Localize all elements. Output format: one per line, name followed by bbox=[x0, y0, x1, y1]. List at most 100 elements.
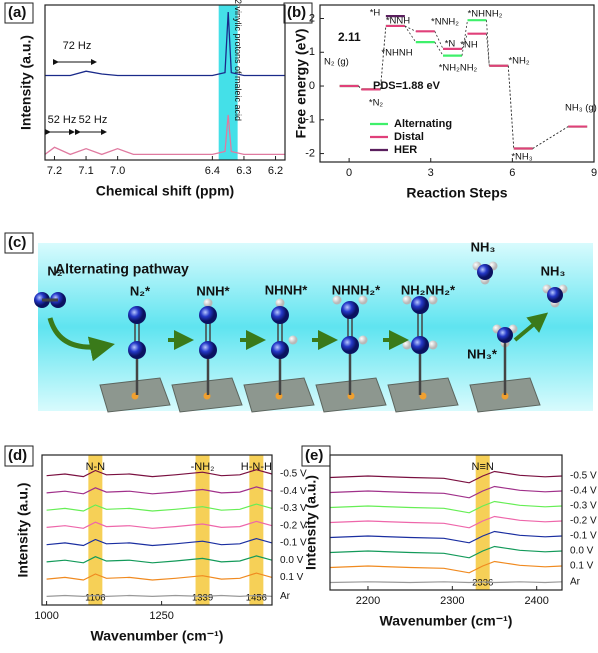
species-label: NHNH₂* bbox=[332, 282, 381, 297]
spectrum-line bbox=[329, 560, 563, 574]
hydrogen-atom bbox=[332, 295, 342, 305]
spectrum-line bbox=[46, 555, 273, 564]
x-tick-label: 9 bbox=[591, 167, 597, 179]
nitrogen-atom bbox=[271, 306, 289, 324]
level-label: *NH₂ bbox=[508, 56, 529, 67]
plot-frame bbox=[329, 454, 563, 591]
panel-label: (c) bbox=[8, 234, 26, 251]
panel-label-box bbox=[4, 445, 34, 467]
x-axis-label: Reaction Steps bbox=[406, 185, 507, 201]
connector bbox=[532, 126, 569, 149]
split-label: 52 Hz bbox=[79, 114, 108, 126]
highlight-band bbox=[88, 455, 103, 605]
spectrum-line bbox=[46, 469, 273, 478]
series-label: -0.3 V bbox=[570, 501, 597, 512]
hydrogen-atom bbox=[275, 298, 285, 308]
spectrum-line bbox=[329, 485, 563, 499]
series-label: -0.4 V bbox=[570, 486, 597, 497]
hydrogen-atom bbox=[358, 335, 368, 345]
band-label: -NH₂ bbox=[191, 461, 215, 473]
highlight-band bbox=[218, 5, 238, 160]
spectrum-line bbox=[329, 545, 563, 559]
hydrogen-atom bbox=[358, 295, 368, 305]
y-axis-label: Intensity (a.u.) bbox=[18, 35, 34, 130]
panel-label: (e) bbox=[305, 447, 323, 464]
active-site bbox=[501, 392, 509, 400]
nitrogen-atom bbox=[199, 341, 217, 359]
plot-frame bbox=[44, 4, 286, 161]
hydrogen-atom bbox=[428, 340, 438, 350]
connector bbox=[434, 31, 444, 50]
spectrum-line bbox=[329, 500, 563, 514]
connector bbox=[358, 85, 362, 90]
y-axis-label: Intensity (a.u.) bbox=[303, 475, 319, 570]
spectrum-line bbox=[46, 594, 273, 598]
y-axis-label: Free energy (eV) bbox=[293, 29, 309, 139]
connector bbox=[379, 25, 387, 90]
nitrogen-atom bbox=[341, 336, 359, 354]
x-axis-label: Wavenumber (cm⁻¹) bbox=[380, 613, 513, 629]
level-label: *NH₃ bbox=[511, 152, 532, 163]
species-label: NH₂NH₂* bbox=[401, 282, 456, 297]
level-label: NH₃ (g) bbox=[565, 103, 597, 114]
pathway-title: Alternating pathway bbox=[55, 261, 189, 277]
series-label: -0.1 V bbox=[280, 538, 307, 549]
highlight-band bbox=[195, 455, 210, 605]
split-label: 52 Hz bbox=[48, 114, 77, 126]
nitrogen-atom bbox=[128, 341, 146, 359]
level-label: N₂ (g) bbox=[324, 57, 349, 68]
series-label: -0.2 V bbox=[570, 516, 597, 527]
band-value: 1339 bbox=[192, 593, 213, 604]
y-tick-label: 0 bbox=[309, 80, 315, 92]
spectrum-line bbox=[46, 520, 273, 529]
hydrogen-atom bbox=[428, 295, 438, 305]
x-tick-label: 6.4 bbox=[205, 165, 220, 177]
series-label: -0.1 V bbox=[570, 531, 597, 542]
legend-label: Distal bbox=[394, 131, 424, 143]
connector bbox=[404, 25, 417, 43]
panel-label: (d) bbox=[8, 447, 27, 464]
spectrum-line bbox=[46, 572, 273, 581]
highlight-band bbox=[249, 455, 264, 605]
highlight-label: 2 vinylic protons of maleic acid bbox=[233, 0, 243, 121]
panel-label: (a) bbox=[8, 4, 26, 21]
spectrum-line bbox=[329, 530, 563, 544]
nitrogen-atom bbox=[497, 327, 513, 343]
x-tick-label: 7.2 bbox=[47, 165, 62, 177]
x-tick-label: 1000 bbox=[34, 610, 58, 622]
band-label: N-N bbox=[86, 461, 106, 473]
panel-label-box bbox=[4, 2, 34, 24]
connector bbox=[434, 41, 444, 56]
series-label: Ar bbox=[280, 591, 291, 602]
hydrogen-atom bbox=[402, 295, 412, 305]
series-label: 0.1 V bbox=[280, 572, 304, 583]
nitrogen-atom bbox=[199, 306, 217, 324]
spectrum-line bbox=[329, 581, 563, 584]
species-label: NNH* bbox=[196, 283, 230, 298]
plot-frame bbox=[319, 4, 595, 163]
band-value: 1456 bbox=[246, 593, 267, 604]
series-label: -0.4 V bbox=[280, 486, 307, 497]
level-label: *NNH bbox=[386, 16, 410, 27]
legend-label: Alternating bbox=[394, 118, 452, 130]
band-label: N≡N bbox=[472, 461, 494, 473]
level-label: *NHNH bbox=[381, 48, 412, 59]
band-value: 1106 bbox=[85, 593, 105, 604]
species-label: NH₃ bbox=[471, 239, 496, 254]
x-tick-label: 2400 bbox=[524, 595, 548, 607]
spectrum-line bbox=[46, 537, 273, 547]
species-label: NH₃* bbox=[467, 346, 498, 361]
release-arrow bbox=[513, 312, 549, 342]
level-label: *N₂ bbox=[369, 98, 384, 109]
legend-label: HER bbox=[394, 144, 417, 156]
y-axis-label: Intensity (a.u.) bbox=[15, 483, 31, 578]
spectrum-line bbox=[44, 114, 285, 156]
series-label: -0.5 V bbox=[570, 471, 597, 482]
spectrum-line bbox=[46, 503, 273, 512]
connector bbox=[507, 65, 515, 149]
x-tick-label: 3 bbox=[428, 167, 434, 179]
x-tick-label: 2200 bbox=[356, 595, 380, 607]
connector bbox=[404, 25, 416, 32]
x-tick-label: 1250 bbox=[149, 610, 173, 622]
connector bbox=[461, 33, 468, 50]
